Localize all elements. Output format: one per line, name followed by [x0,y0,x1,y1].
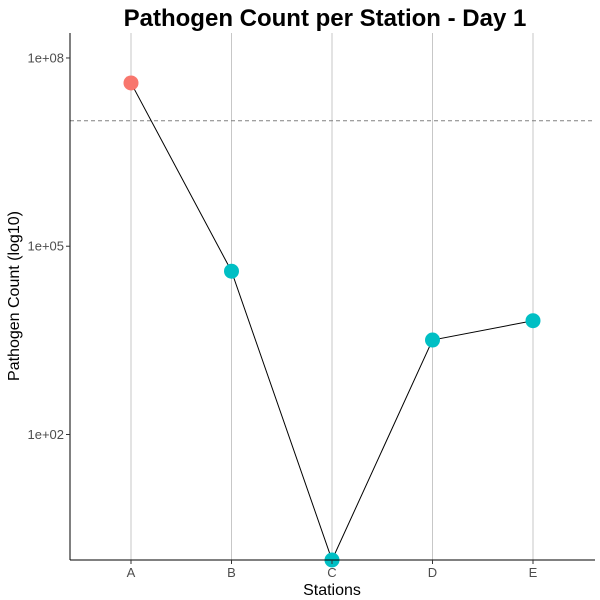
x-axis-title: Stations [303,582,361,599]
x-tick-label-a: A [127,565,136,580]
y-axis-ticks: 1e+08 1e+05 1e+02 [27,50,70,442]
data-point-e [525,313,541,329]
x-tick-label-e: E [529,565,538,580]
y-tick-label-2: 1e+02 [27,427,64,442]
data-point-a [123,75,139,91]
x-tick-label-d: D [428,565,437,580]
y-tick-label-1: 1e+05 [27,239,64,254]
data-point-d [425,332,440,348]
chart-title: Pathogen Count per Station - Day 1 [124,5,527,32]
x-tick-label-b: B [227,565,236,580]
data-points [123,75,541,568]
data-point-b [224,263,239,279]
y-tick-label-0: 1e+08 [27,50,64,65]
y-axis-title: Pathogen Count (log10) [6,211,23,381]
x-tick-label-c: C [327,565,336,580]
x-axis-ticks: A B C D E [127,560,538,580]
grid-lines [130,33,534,560]
